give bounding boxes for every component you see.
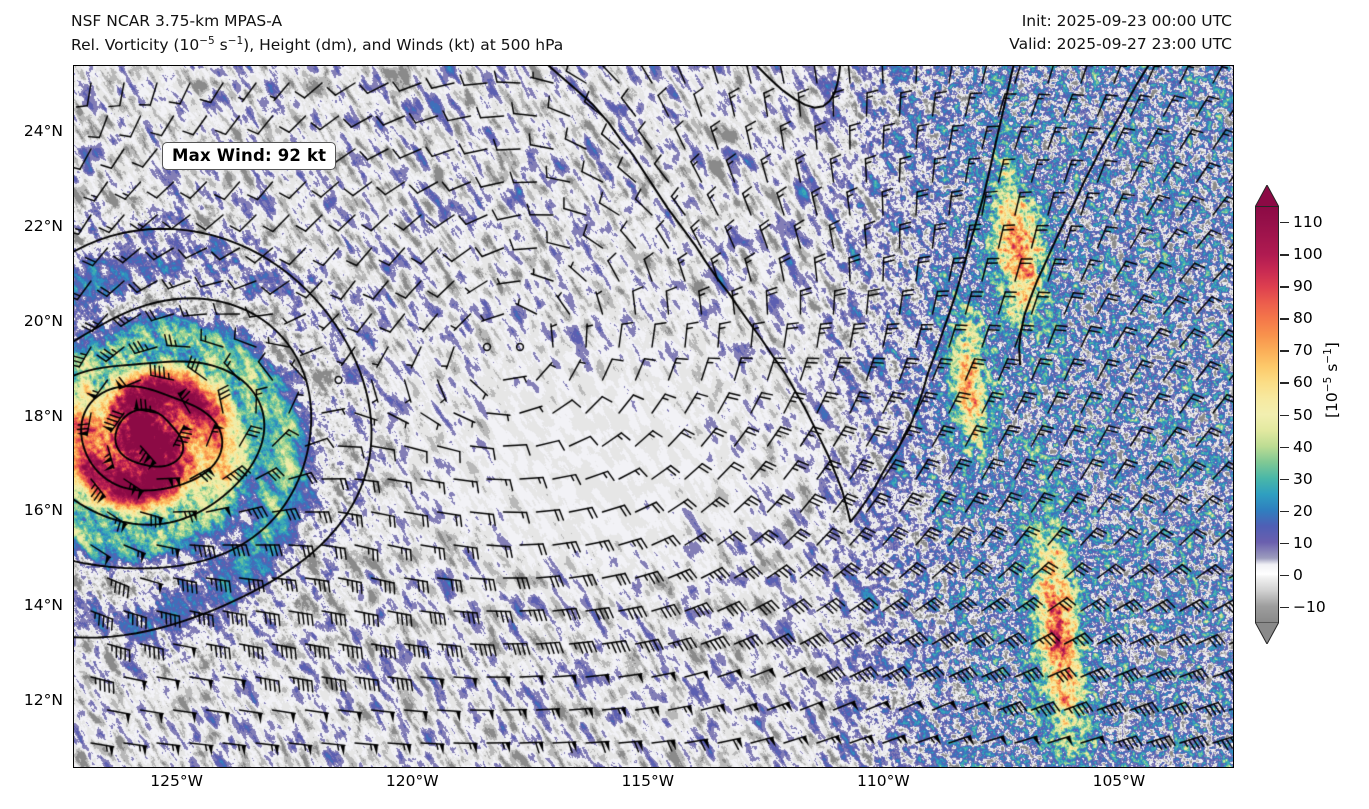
lat-tick-14°N: 14°N [23, 595, 63, 614]
lon-tick-110°W: 110°W [857, 772, 910, 790]
field-exponent-1: −5 [199, 35, 215, 47]
colorbar-tick-label-30: 30 [1293, 469, 1313, 488]
colorbar-tick [1280, 446, 1289, 448]
colorbar-tick [1280, 286, 1289, 288]
cb-units-a: [10 [1323, 392, 1342, 418]
field-exponent-2: −1 [227, 35, 244, 47]
lon-tick-115°W: 115°W [621, 772, 675, 790]
model-title: NSF NCAR 3.75-km MPAS-A [71, 12, 283, 30]
colorbar-tick-label-10: 10 [1293, 533, 1313, 552]
colorbar-tick-label-80: 80 [1293, 309, 1313, 328]
colorbar-tick-label-100: 100 [1293, 245, 1323, 264]
cb-units-exp-1: −5 [1322, 376, 1334, 393]
colorbar-top-extend-arrow [1255, 185, 1279, 207]
lat-tick-20°N: 20°N [23, 311, 63, 330]
colorbar-units-label: [10−5 s−1] [1322, 342, 1341, 418]
lat-tick-24°N: 24°N [23, 122, 63, 141]
vorticity-wind-map-canvas [74, 66, 1233, 767]
cb-units-exp-2: −1 [1322, 348, 1334, 364]
lon-tick-125°W: 125°W [150, 772, 203, 790]
lat-tick-16°N: 16°N [23, 501, 63, 520]
colorbar-tick-label-110: 110 [1293, 213, 1323, 232]
field-text-b: s [214, 36, 228, 55]
cb-units-c: ] [1323, 342, 1342, 349]
colorbar-gradient [1255, 206, 1279, 623]
lat-tick-22°N: 22°N [23, 217, 63, 236]
colorbar-tick [1280, 414, 1289, 416]
colorbar-tick [1280, 510, 1289, 513]
colorbar-tick-label-50: 50 [1293, 405, 1313, 424]
colorbar-tick-label-60: 60 [1293, 373, 1313, 392]
colorbar-bottom-extend-arrow [1255, 622, 1279, 644]
lon-tick-105°W: 105°W [1092, 772, 1146, 790]
max-wind-annotation: Max Wind: 92 kt [162, 142, 337, 170]
colorbar-tick [1280, 478, 1289, 481]
colorbar-tick-label-70: 70 [1293, 341, 1313, 360]
field-text-a: Rel. Vorticity (10 [71, 36, 200, 55]
field-description: Rel. Vorticity (10−5 s−1), Height (dm), … [71, 35, 563, 54]
colorbar: −10 0 10 20 30 40 50 60 70 80 90 100 110 [1255, 185, 1326, 644]
cb-units-b: s [1323, 363, 1342, 377]
colorbar-tick [1280, 382, 1289, 384]
colorbar-tick [1280, 542, 1289, 545]
init-time-label: Init: 2025-09-23 00:00 UTC [1021, 12, 1232, 30]
colorbar-tick [1280, 222, 1289, 224]
lon-tick-120°W: 120°W [385, 772, 439, 790]
colorbar-tick [1280, 574, 1289, 577]
valid-time-label: Valid: 2025-09-27 23:00 UTC [1009, 35, 1232, 53]
colorbar-tick [1280, 254, 1289, 256]
field-text-c: ), Height (dm), and Winds (kt) at 500 hP… [243, 36, 564, 55]
colorbar-tick-label-40: 40 [1293, 437, 1313, 456]
lat-tick-12°N: 12°N [23, 690, 63, 709]
colorbar-tick [1280, 318, 1289, 320]
colorbar-tick-label-0: 0 [1293, 565, 1303, 584]
colorbar-tick [1280, 606, 1289, 609]
lat-tick-18°N: 18°N [23, 406, 63, 425]
map-axes: Max Wind: 92 kt [73, 65, 1234, 768]
colorbar-tick-label--10: −10 [1293, 597, 1326, 616]
colorbar-tick-label-90: 90 [1293, 277, 1313, 296]
colorbar-tick [1280, 350, 1289, 352]
colorbar-tick-label-20: 20 [1293, 501, 1313, 520]
